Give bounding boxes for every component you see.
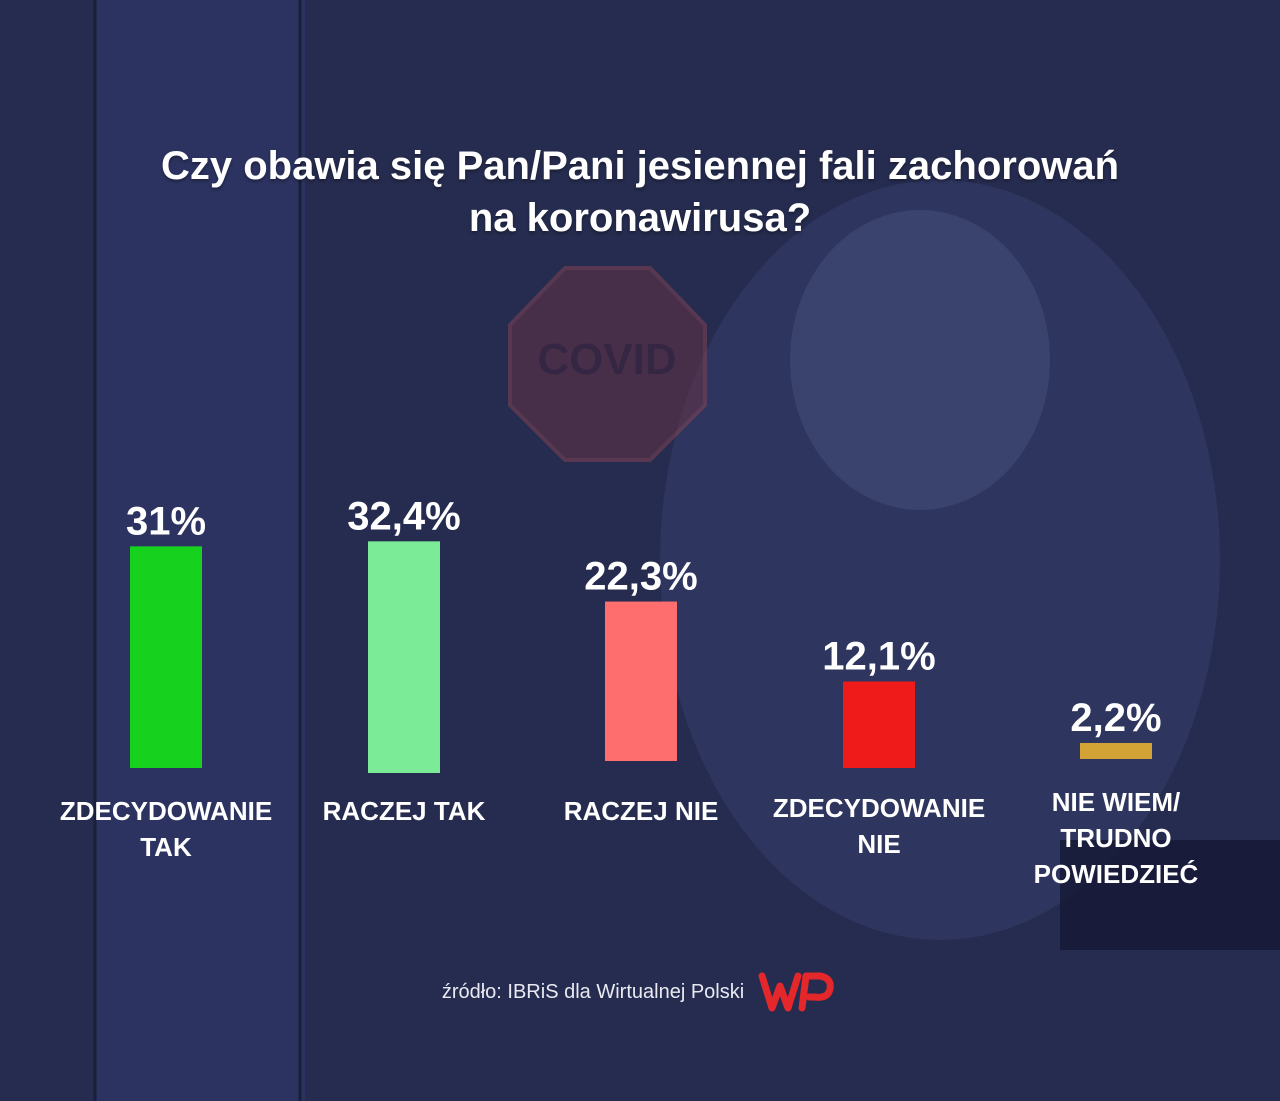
category-label-4: ZDECYDOWANIE NIE (772, 793, 986, 859)
source-text: źródło: IBRiS dla Wirtualnej Polski (441, 980, 745, 1003)
chart-title: Czy obawia się Pan/Pani jesiennej fali z… (0, 140, 1280, 244)
category-label-5: NIE WIEM/ TRUDNO POWIEDZIEĆ (1033, 787, 1199, 889)
bar-value-label-3: 22,3% (584, 555, 697, 599)
covid-stop-sign-icon: COVID (508, 266, 707, 462)
bar-value-label-2: 32,4% (347, 494, 460, 538)
wp-logo-icon (758, 972, 834, 1012)
bar-1 (130, 546, 202, 768)
category-label-1: ZDECYDOWANIE TAK (59, 796, 273, 862)
svg-text:COVID: COVID (537, 335, 676, 384)
category-label-3: RACZEJ NIE (563, 796, 719, 826)
chart-title-line-2: na koronawirusa? (468, 196, 812, 240)
footer: źródło: IBRiS dla Wirtualnej Polski (0, 972, 1280, 1012)
bar-4 (843, 681, 915, 768)
bar-value-label-4: 12,1% (822, 634, 935, 678)
bar-value-label-1: 31% (126, 499, 206, 543)
bar-5 (1080, 743, 1152, 759)
category-label-2: RACZEJ TAK (322, 796, 486, 826)
bar-2 (368, 541, 440, 773)
chart-title-line-1: Czy obawia się Pan/Pani jesiennej fali z… (160, 144, 1120, 188)
bar-value-label-5: 2,2% (1070, 696, 1161, 740)
bar-3 (605, 601, 677, 761)
